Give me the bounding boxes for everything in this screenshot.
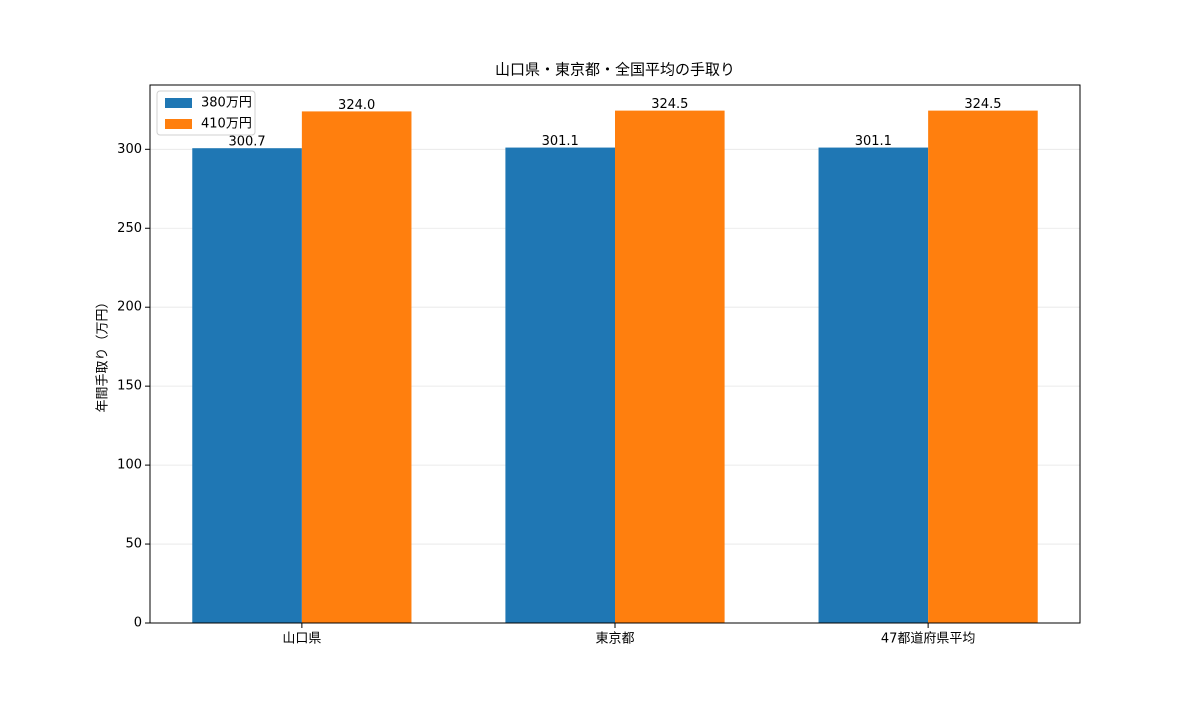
chart-title: 山口県・東京都・全国平均の手取り bbox=[495, 61, 735, 79]
value-label: 301.1 bbox=[542, 134, 579, 149]
y-tick-label: 150 bbox=[117, 379, 142, 394]
y-tick-label: 0 bbox=[134, 616, 142, 631]
value-label: 324.5 bbox=[964, 97, 1001, 112]
plot-frame bbox=[149, 84, 1081, 624]
y-tick-label: 100 bbox=[117, 458, 142, 473]
bar bbox=[928, 110, 1038, 624]
bar bbox=[615, 110, 725, 624]
x-tick-label: 47都道府県平均 bbox=[881, 632, 976, 647]
value-label: 324.0 bbox=[338, 98, 375, 113]
x-tick-label: 山口県 bbox=[282, 632, 321, 647]
legend-swatch bbox=[165, 98, 192, 108]
y-tick-label: 200 bbox=[117, 300, 142, 315]
y-axis-label: 年間手取り（万円） bbox=[96, 295, 111, 412]
x-tick-label: 東京都 bbox=[595, 631, 634, 647]
bar bbox=[505, 147, 615, 623]
y-tick-label: 250 bbox=[117, 221, 142, 236]
value-label: 324.5 bbox=[651, 97, 688, 112]
legend-swatch bbox=[165, 119, 192, 129]
value-label: 301.1 bbox=[855, 134, 892, 149]
bar bbox=[301, 111, 412, 623]
value-label: 300.7 bbox=[228, 135, 265, 150]
y-tick-label: 300 bbox=[117, 142, 142, 157]
legend-label: 380万円 bbox=[201, 96, 252, 111]
bar bbox=[192, 148, 302, 623]
bar bbox=[818, 147, 929, 623]
y-tick-label: 50 bbox=[125, 537, 142, 552]
legend-label: 410万円 bbox=[201, 117, 252, 132]
